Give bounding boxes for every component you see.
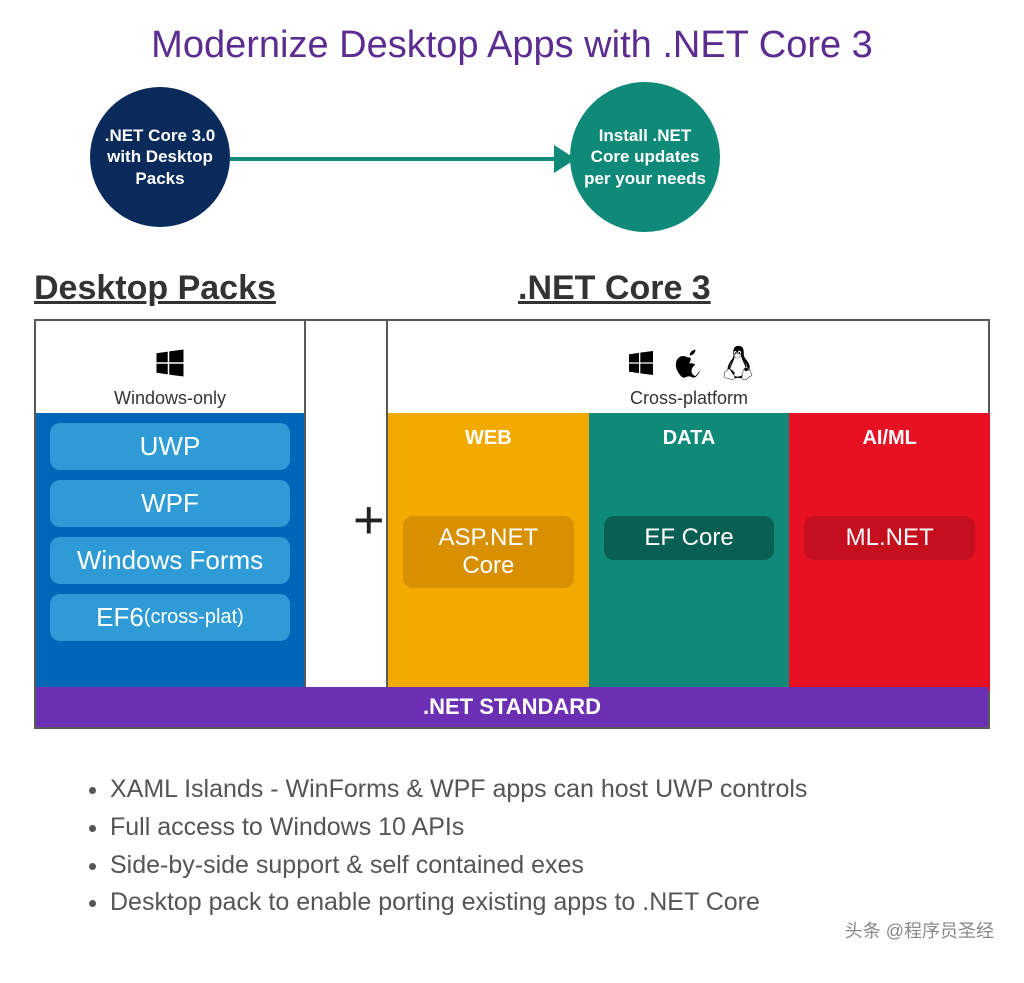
apple-icon: [675, 346, 705, 385]
pillar-box: ML.NET: [804, 516, 975, 560]
arrow-line: [230, 157, 554, 161]
circle-install-updates: Install .NET Core updates per your needs: [570, 82, 720, 232]
net-standard-label: .NET STANDARD: [423, 694, 601, 720]
circle-left-text: .NET Core 3.0 with Desktop Packs: [102, 125, 218, 189]
pillar-data: DATA EF Core: [589, 413, 790, 691]
pillar-title: DATA: [663, 427, 716, 450]
plus-icon: +: [353, 489, 385, 551]
pillar-title: AI/ML: [862, 427, 916, 450]
net-core-header: Cross-platform: [388, 321, 990, 413]
desktop-pack-item: Windows Forms: [50, 537, 290, 584]
watermark: 头条 @程序员圣经: [845, 917, 994, 943]
architecture-diagram: Windows-only UWP WPF Windows Forms EF6 (cro…: [34, 319, 990, 729]
circles-row: .NET Core 3.0 with Desktop Packs Install…: [0, 77, 1024, 267]
net-standard-bar: .NET STANDARD: [36, 687, 988, 727]
bullet-item: XAML Islands - WinForms & WPF apps can h…: [110, 773, 944, 807]
bullet-item: Full access to Windows 10 APIs: [110, 811, 944, 845]
item-note: (cross-plat): [144, 606, 244, 629]
pillar-title: WEB: [465, 427, 512, 450]
pillar-box: EF Core: [604, 516, 775, 560]
feature-bullets: XAML Islands - WinForms & WPF apps can h…: [110, 773, 944, 920]
desktop-pack-item: UWP: [50, 423, 290, 470]
platform-icons: [625, 345, 753, 386]
desktop-packs-column: Windows-only UWP WPF Windows Forms EF6 (cro…: [36, 321, 306, 691]
circle-right-text: Install .NET Core updates per your needs: [582, 125, 708, 189]
heading-net-core-3: .NET Core 3: [518, 269, 711, 308]
pillar-web: WEB ASP.NET Core: [388, 413, 589, 691]
bullet-item: Side-by-side support & self contained ex…: [110, 849, 944, 883]
page-title: Modernize Desktop Apps with .NET Core 3: [0, 0, 1024, 67]
windows-icon: [152, 345, 188, 386]
windows-only-label: Windows-only: [114, 388, 226, 409]
desktop-packs-header: Windows-only: [36, 321, 304, 413]
circle-net-core-desktop-packs: .NET Core 3.0 with Desktop Packs: [90, 87, 230, 227]
net-core-column: Cross-platform WEB ASP.NET Core DATA EF Cor…: [386, 321, 990, 691]
net-core-body: WEB ASP.NET Core DATA EF Core AI/ML ML.NET: [388, 413, 990, 691]
linux-icon: [723, 345, 753, 386]
column-headings: Desktop Packs .NET Core 3: [0, 269, 1024, 319]
desktop-pack-item: WPF: [50, 480, 290, 527]
pillar-ai-ml: AI/ML ML.NET: [789, 413, 990, 691]
bullet-item: Desktop pack to enable porting existing …: [110, 886, 944, 920]
windows-icon: [625, 347, 657, 384]
desktop-packs-body: UWP WPF Windows Forms EF6 (cross-plat): [36, 413, 304, 691]
heading-desktop-packs: Desktop Packs: [34, 269, 276, 308]
pillar-box: ASP.NET Core: [403, 516, 574, 588]
cross-platform-label: Cross-platform: [630, 388, 748, 409]
desktop-pack-item: EF6 (cross-plat): [50, 594, 290, 641]
